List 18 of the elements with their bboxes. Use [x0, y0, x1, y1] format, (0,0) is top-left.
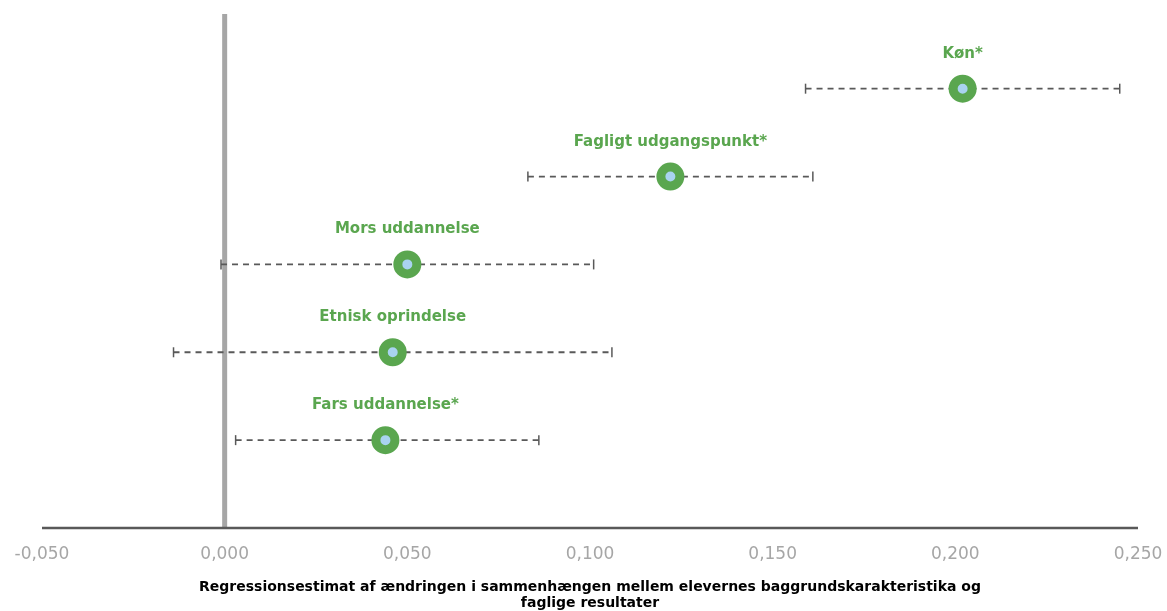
x-axis-title: Regressionsestimat af ændringen i sammenhængen mellem elevernes baggrundskarakteristika og faglige resultater [199, 578, 981, 610]
x-tick-label: 0,050 [383, 543, 432, 563]
x-tick-label: 0,200 [931, 543, 980, 563]
series-label: Etnisk oprindelse [319, 307, 467, 326]
x-tick-label: 0,150 [748, 543, 797, 563]
x-tick-label: 0,100 [565, 543, 615, 563]
series-label: Fagligt udgangspunkt* [573, 131, 768, 150]
x-tick-label: 0,250 [1113, 543, 1163, 563]
x-tick-label: 0,000 [200, 543, 249, 563]
series-label: Fars uddannelse* [311, 395, 460, 414]
point [656, 162, 685, 191]
series-label: Køn* [942, 43, 983, 62]
point [393, 250, 422, 279]
point [378, 338, 407, 367]
series-label: Mors uddannelse [334, 219, 480, 238]
x-tick-label: -0,050 [14, 543, 70, 563]
point [371, 426, 400, 455]
point [948, 74, 977, 103]
